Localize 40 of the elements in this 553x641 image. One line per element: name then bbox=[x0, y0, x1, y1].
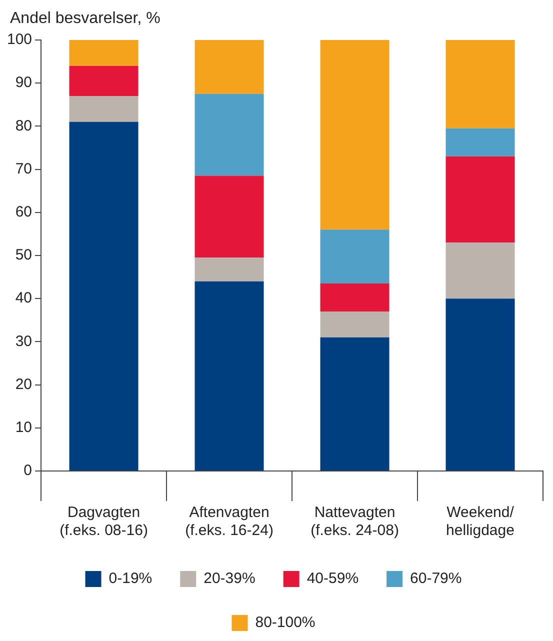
legend-label: 20-39% bbox=[204, 570, 256, 588]
bar bbox=[446, 242, 515, 299]
bar bbox=[69, 66, 138, 96]
bar bbox=[194, 94, 264, 176]
bar bbox=[194, 40, 264, 94]
x-tick-label: Weekend/ helligdage bbox=[446, 504, 515, 540]
bar bbox=[446, 128, 515, 156]
y-tick-label: 10 bbox=[15, 419, 32, 436]
legend-label: 60-79% bbox=[410, 570, 462, 588]
x-tick-label: Nattevagten (f.eks. 24-08) bbox=[310, 504, 399, 540]
y-tick-label: 100 bbox=[6, 31, 32, 48]
y-tick-label: 50 bbox=[15, 246, 32, 264]
x-tick-label: Aftenvagten (f.eks. 16-24) bbox=[185, 504, 274, 540]
legend-label: 40-59% bbox=[306, 570, 359, 588]
bar bbox=[446, 298, 515, 470]
y-tick-label: 40 bbox=[15, 290, 32, 307]
y-tick-label: 60 bbox=[15, 204, 32, 221]
bar bbox=[446, 40, 515, 128]
bar bbox=[194, 176, 264, 258]
x-tick-label: Dagvagten (f.eks. 08-16) bbox=[60, 504, 148, 540]
legend-label: 80-100% bbox=[255, 614, 316, 632]
y-tick-label: 0 bbox=[24, 462, 32, 480]
bar bbox=[320, 230, 390, 284]
bar bbox=[69, 122, 138, 470]
y-tick-label: 80 bbox=[15, 117, 32, 134]
y-tick-label: 20 bbox=[15, 376, 32, 393]
bar bbox=[194, 258, 264, 282]
bar bbox=[69, 96, 138, 122]
bar bbox=[320, 312, 390, 338]
bar bbox=[194, 281, 264, 470]
y-tick-label: 30 bbox=[15, 332, 32, 350]
legend-label: 0-19% bbox=[108, 570, 152, 588]
bar bbox=[320, 337, 390, 470]
y-tick-label: 90 bbox=[15, 74, 32, 92]
bar bbox=[320, 284, 390, 312]
bar bbox=[320, 40, 390, 230]
bar bbox=[446, 156, 515, 243]
bar bbox=[69, 40, 138, 66]
y-axis-title: Andel besvarelser, % bbox=[10, 10, 160, 28]
y-tick-label: 70 bbox=[15, 160, 32, 178]
